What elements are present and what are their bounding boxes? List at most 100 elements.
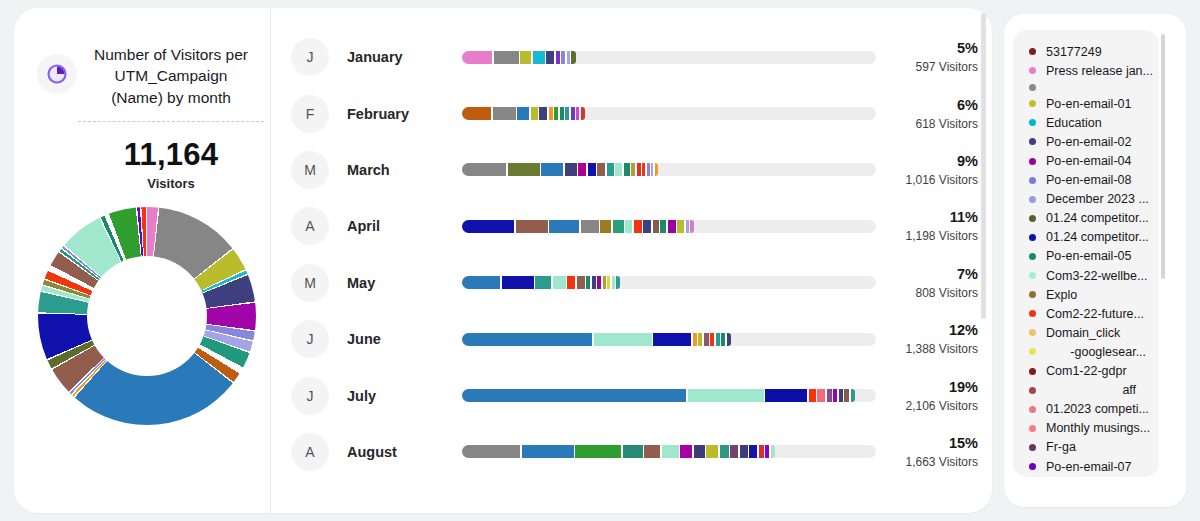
bar-segment[interactable]: [517, 107, 529, 120]
bar-segment[interactable]: [642, 163, 645, 176]
bar-segment[interactable]: [600, 220, 611, 233]
legend-item[interactable]: Po-en-email-02: [1029, 132, 1159, 151]
legend-item[interactable]: Domain_click: [1029, 323, 1159, 342]
bar-segment[interactable]: [765, 445, 769, 458]
legend-item[interactable]: 01.24 competitor...: [1029, 209, 1159, 228]
month-row[interactable]: J July 19% 2,106 Visitors: [271, 367, 992, 423]
bar-segment[interactable]: [690, 220, 694, 233]
legend-item[interactable]: Monthly musings...: [1029, 419, 1159, 438]
bar-segment[interactable]: [594, 333, 652, 346]
bar-segment[interactable]: [549, 220, 579, 233]
month-row[interactable]: A August 15% 1,663 Visitors: [271, 424, 992, 480]
bar-segment[interactable]: [554, 107, 558, 120]
legend-item[interactable]: aff: [1029, 381, 1159, 400]
month-row[interactable]: J June 12% 1,388 Visitors: [271, 311, 992, 367]
bar-segment[interactable]: [576, 107, 579, 120]
bar-segment[interactable]: [704, 333, 709, 346]
months-scrollbar[interactable]: [981, 13, 986, 319]
bar-segment[interactable]: [462, 276, 500, 289]
bar-segment[interactable]: [493, 107, 516, 120]
bar-segment[interactable]: [653, 220, 659, 233]
bar-segment[interactable]: [759, 445, 764, 458]
bar-segment[interactable]: [571, 51, 576, 64]
month-row[interactable]: F February 6% 618 Visitors: [271, 85, 992, 141]
bar-segment[interactable]: [462, 51, 492, 64]
bar-segment[interactable]: [817, 389, 825, 402]
bar-segment[interactable]: [575, 445, 621, 458]
bar-segment[interactable]: [668, 220, 676, 233]
month-row[interactable]: A April 11% 1,198 Visitors: [271, 198, 992, 254]
bar-segment[interactable]: [651, 163, 653, 176]
legend-item[interactable]: Po-en-email-04: [1029, 151, 1159, 170]
bar-segment[interactable]: [625, 220, 632, 233]
widget-icon-badge[interactable]: [37, 54, 77, 94]
bar-segment[interactable]: [833, 389, 837, 402]
legend-item[interactable]: 01.24 competitor...: [1029, 228, 1159, 247]
bar-segment[interactable]: [565, 163, 577, 176]
bar-segment[interactable]: [581, 107, 585, 120]
bar-segment[interactable]: [607, 163, 614, 176]
bar-segment[interactable]: [535, 276, 551, 289]
bar-segment[interactable]: [827, 389, 832, 402]
donut-chart[interactable]: [38, 207, 256, 425]
month-row[interactable]: M May 7% 808 Visitors: [271, 255, 992, 311]
legend-item[interactable]: Com1-22-gdpr: [1029, 362, 1159, 381]
month-row[interactable]: J January 5% 597 Visitors: [271, 29, 992, 85]
bar-segment[interactable]: [616, 276, 620, 289]
bar-segment[interactable]: [577, 276, 585, 289]
legend-item[interactable]: Po-en-email-05: [1029, 247, 1159, 266]
bar-segment[interactable]: [522, 445, 574, 458]
legend-item[interactable]: Education: [1029, 113, 1159, 132]
bar-segment[interactable]: [710, 333, 714, 346]
bar-segment[interactable]: [677, 220, 684, 233]
bar-segment[interactable]: [637, 163, 641, 176]
bar-segment[interactable]: [462, 445, 520, 458]
bar-segment[interactable]: [531, 107, 538, 120]
bar-segment[interactable]: [462, 163, 506, 176]
bar-segment[interactable]: [592, 276, 596, 289]
bar-segment[interactable]: [809, 389, 816, 402]
legend-item[interactable]: Po-en-email-07: [1029, 457, 1159, 476]
month-row[interactable]: M March 9% 1,016 Visitors: [271, 142, 992, 198]
bar-segment[interactable]: [597, 163, 605, 176]
legend-scrollbar[interactable]: [1161, 34, 1165, 279]
bar-segment[interactable]: [765, 389, 807, 402]
bar-segment[interactable]: [578, 163, 586, 176]
bar-segment[interactable]: [539, 107, 547, 120]
bar-segment[interactable]: [688, 389, 764, 402]
bar-segment[interactable]: [508, 163, 540, 176]
bar-segment[interactable]: [698, 333, 702, 346]
bar-segment[interactable]: [716, 333, 720, 346]
bar-segment[interactable]: [533, 51, 545, 64]
bar-segment[interactable]: [520, 51, 531, 64]
bar-segment[interactable]: [844, 389, 849, 402]
bar-segment[interactable]: [546, 51, 554, 64]
legend-item[interactable]: 01.2023 competi...: [1029, 400, 1159, 419]
legend-item[interactable]: Fr-ga: [1029, 438, 1159, 457]
bar-segment[interactable]: [749, 445, 757, 458]
bar-segment[interactable]: [623, 445, 643, 458]
bar-segment[interactable]: [721, 333, 725, 346]
legend-item[interactable]: Com3-22-wellbe...: [1029, 266, 1159, 285]
bar-segment[interactable]: [730, 445, 738, 458]
bar-segment[interactable]: [720, 445, 729, 458]
legend-item[interactable]: Press release jan...: [1029, 61, 1159, 80]
bar-segment[interactable]: [706, 445, 718, 458]
bar-segment[interactable]: [607, 276, 610, 289]
bar-segment[interactable]: [653, 333, 691, 346]
legend-item[interactable]: Com2-22-future...: [1029, 304, 1159, 323]
bar-segment[interactable]: [680, 445, 692, 458]
bar-segment[interactable]: [556, 51, 560, 64]
bar-segment[interactable]: [694, 445, 705, 458]
bar-segment[interactable]: [502, 276, 534, 289]
bar-segment[interactable]: [541, 163, 563, 176]
bar-segment[interactable]: [561, 51, 565, 64]
bar-segment[interactable]: [686, 220, 689, 233]
bar-segment[interactable]: [644, 445, 660, 458]
bar-segment[interactable]: [494, 51, 519, 64]
bar-segment[interactable]: [643, 220, 651, 233]
bar-segment[interactable]: [660, 220, 666, 233]
bar-segment[interactable]: [567, 276, 575, 289]
bar-segment[interactable]: [613, 220, 624, 233]
bar-segment[interactable]: [839, 389, 843, 402]
